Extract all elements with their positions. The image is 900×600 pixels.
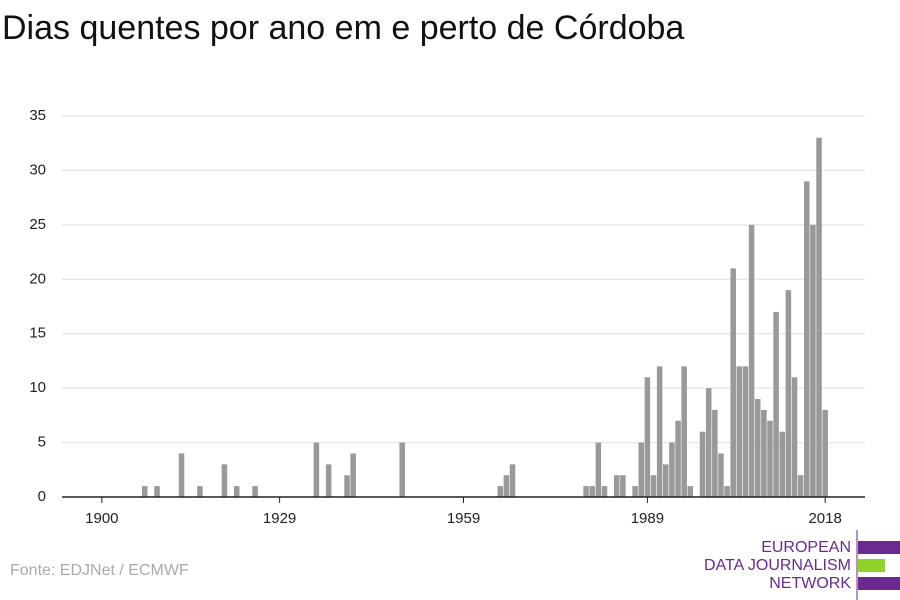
bar: [632, 486, 638, 497]
bar: [221, 464, 228, 497]
bar: [154, 486, 160, 497]
bar: [252, 486, 258, 497]
logo-text: NETWORK: [769, 575, 851, 592]
bar: [325, 464, 332, 497]
bar: [785, 290, 792, 497]
bar: [681, 366, 687, 497]
bar: [313, 442, 320, 497]
bar: [497, 486, 504, 497]
bar: [687, 486, 694, 497]
bar: [761, 409, 767, 497]
bar: [699, 431, 706, 497]
x-tick-label: 1989: [631, 510, 664, 527]
bar: [344, 475, 350, 497]
bar: [350, 453, 356, 497]
bar: [650, 475, 657, 497]
bar: [779, 431, 786, 497]
y-tick-label: 25: [29, 216, 46, 233]
bar: [399, 442, 405, 497]
source: Fonte: EDJNet / ECMWF: [10, 562, 189, 579]
bar: [724, 486, 730, 497]
y-tick-label: 5: [38, 434, 46, 451]
logo-bar: [858, 541, 900, 554]
bar: [736, 366, 743, 497]
y-tick-label: 15: [29, 325, 46, 342]
bar: [748, 224, 755, 497]
x-tick-label: 1900: [85, 510, 118, 527]
x-tick-label: 2018: [808, 510, 841, 527]
bar: [804, 181, 810, 498]
bar: [705, 388, 712, 497]
bar: [797, 475, 804, 497]
x-tick-label: 1929: [263, 510, 296, 527]
bar: [601, 486, 608, 497]
bar: [816, 137, 822, 497]
y-tick-label: 10: [29, 379, 46, 396]
x-tick-label: 1959: [447, 510, 480, 527]
bar: [754, 399, 761, 497]
bar: [656, 366, 663, 497]
bar: [503, 475, 510, 497]
bar: [742, 366, 749, 497]
y-tick-label: 35: [29, 107, 46, 124]
bar: [767, 420, 773, 497]
bar: [730, 268, 736, 497]
chart-title: Dias quentes por ano em e perto de Córdo…: [2, 9, 684, 47]
bar: [595, 442, 602, 497]
bar: [822, 409, 828, 497]
bar: [675, 420, 681, 497]
bar: [791, 377, 798, 497]
bar: [638, 442, 645, 497]
bar: [644, 377, 651, 497]
logo-text: EUROPEAN: [761, 539, 851, 556]
bar: [583, 486, 589, 497]
y-tick-label: 20: [29, 270, 46, 287]
logo-bar: [858, 559, 885, 572]
y-tick-label: 0: [38, 488, 46, 505]
bar: [233, 486, 240, 497]
bar: [197, 486, 203, 497]
bar: [620, 475, 626, 497]
bar: [141, 486, 148, 497]
bar: [613, 475, 620, 497]
bar: [712, 409, 718, 497]
logo-text: DATA JOURNALISM: [704, 557, 851, 574]
bar: [718, 453, 724, 497]
logo-bar: [858, 577, 900, 590]
bar: [773, 311, 779, 497]
bar: [669, 442, 675, 497]
bar: [509, 464, 516, 497]
bar: [663, 464, 669, 497]
y-tick-label: 30: [29, 161, 46, 178]
bar: [810, 224, 816, 497]
bar: [178, 453, 185, 497]
bar: [589, 486, 595, 497]
